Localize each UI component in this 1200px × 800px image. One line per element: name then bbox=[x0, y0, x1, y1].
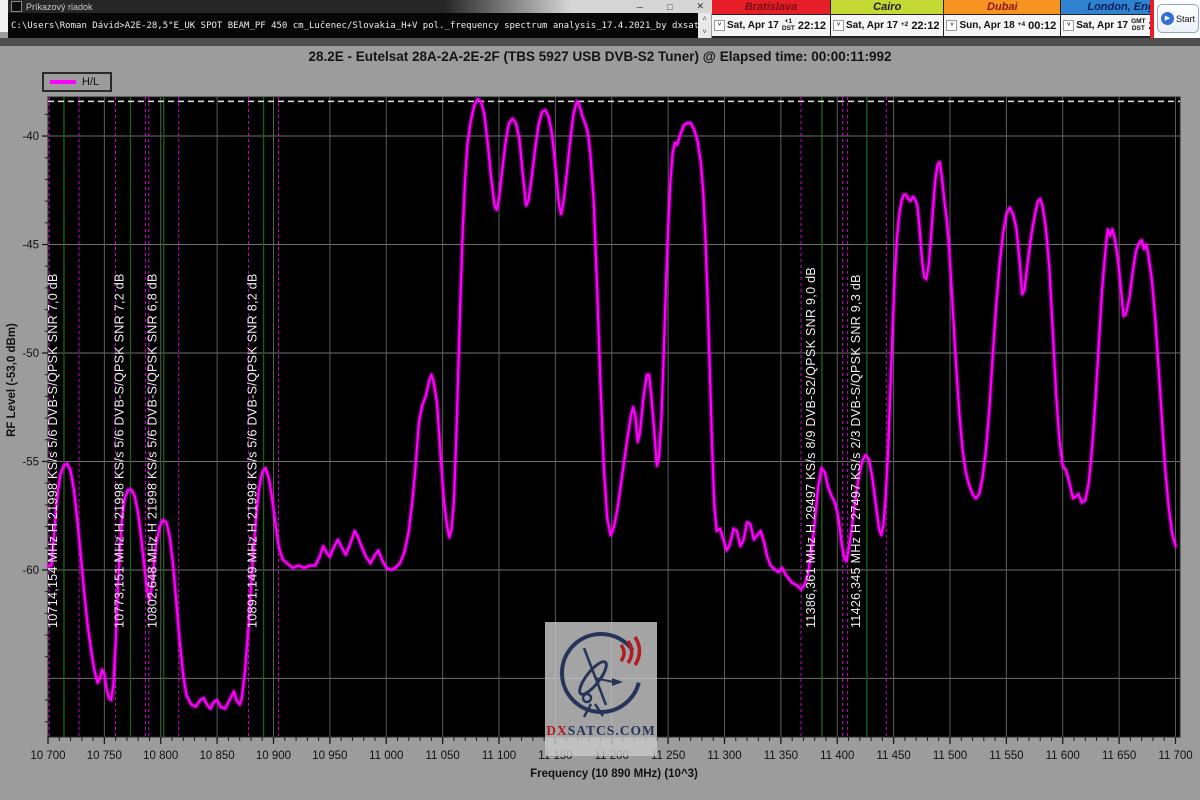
x-tick-label: 11 400 bbox=[820, 750, 854, 762]
watermark-text: DXSATCS.COM bbox=[545, 723, 657, 739]
maximize-icon[interactable]: □ bbox=[667, 1, 673, 12]
world-clocks: Bratislava ˅ Sat, Apr 17 +1 DST 22:12 Cai… bbox=[712, 0, 1181, 38]
x-tick-label: 10 850 bbox=[200, 750, 235, 762]
x-tick-label: 11 550 bbox=[989, 750, 1023, 762]
x-tick-label: 10 800 bbox=[143, 750, 178, 762]
y-tick-label: -50 bbox=[22, 348, 39, 360]
x-tick-label: 11 100 bbox=[482, 750, 516, 762]
y-tick-label: -55 bbox=[22, 456, 39, 468]
chevron-down-icon[interactable]: ˅ bbox=[714, 20, 725, 31]
transponder-label: 10714,154 MHz H 21998 KS/s 5/6 DVB-S/QPS… bbox=[46, 273, 60, 628]
legend: H/L bbox=[42, 72, 112, 92]
watermark-rest: SATCS.COM bbox=[567, 723, 656, 738]
x-tick-label: 10 700 bbox=[30, 750, 65, 762]
panel-divider bbox=[1150, 0, 1154, 38]
x-tick-label: 10 900 bbox=[256, 750, 291, 762]
chart-title: 28.2E - Eutelsat 28A-2A-2E-2F (TBS 5927 … bbox=[308, 49, 892, 64]
x-tick-label: 10 750 bbox=[87, 750, 122, 762]
trace-line bbox=[46, 98, 1177, 710]
x-tick-label: 11 500 bbox=[933, 750, 967, 762]
spectrum-trace bbox=[45, 96, 1178, 712]
x-tick-label: 11 600 bbox=[1046, 750, 1080, 762]
window-separator-band bbox=[0, 38, 1200, 46]
clock-date: Sat, Apr 17 bbox=[1076, 20, 1129, 31]
clock-utc-offset: +2 bbox=[900, 21, 909, 29]
transponder-labels: 10714,154 MHz H 21998 KS/s 5/6 DVB-S/QPS… bbox=[46, 267, 863, 628]
y-tick-label: -60 bbox=[22, 565, 39, 577]
transponder-label: 10773,151 MHz H 21998 KS/s 5/6 DVB-S/QPS… bbox=[112, 273, 126, 628]
console-output[interactable]: C:\Users\Roman Dávid>A2E-28,5°E_UK SPOT … bbox=[8, 13, 732, 40]
dxsatcs-watermark: DXSATCS.COM bbox=[545, 622, 657, 756]
transponder-label: 11426,345 MHz H 27497 KS/s 2/3 DVB-S/QPS… bbox=[849, 274, 863, 628]
x-axis-title: Frequency (10 890 MHz) (10^3) bbox=[530, 768, 698, 780]
x-tick-label: 11 350 bbox=[764, 750, 798, 762]
transponder-label: 10802,648 MHz H 21998 KS/s 5/6 DVB-S/QPS… bbox=[146, 273, 160, 628]
chevron-down-icon[interactable]: ˅ bbox=[833, 20, 845, 31]
clock-time: 22:12 bbox=[797, 19, 827, 32]
x-tick-label: 11 050 bbox=[425, 750, 459, 762]
legend-label: H/L bbox=[82, 76, 100, 88]
clock-city-label: Bratislava bbox=[712, 0, 831, 15]
x-tick-label: 11 450 bbox=[876, 750, 910, 762]
clock-date: Sun, Apr 18 bbox=[959, 20, 1015, 31]
scroll-up-icon[interactable]: ˄ bbox=[702, 16, 707, 23]
x-tick-label: 11 700 bbox=[1158, 750, 1192, 762]
chevron-down-icon[interactable]: ˅ bbox=[1063, 20, 1075, 31]
watermark-dx: DX bbox=[546, 723, 568, 738]
clock-dst-flag: DST bbox=[1131, 24, 1145, 32]
clock-cairo: Cairo ˅ Sat, Apr 17 +2 22:12 bbox=[831, 0, 945, 38]
y-tick-label: -40 bbox=[22, 131, 39, 143]
clock-time: 00:12 bbox=[1028, 19, 1057, 32]
minimize-icon[interactable]: ─ bbox=[636, 1, 644, 12]
cmd-window-title: Príkazový riadok bbox=[26, 1, 93, 12]
background-window-edge bbox=[0, 0, 8, 32]
x-tick-label: 11 300 bbox=[707, 750, 741, 762]
console-icon bbox=[11, 1, 22, 12]
clock-utc-offset: +1 bbox=[784, 18, 793, 25]
clock-dubai: Dubai ˅ Sun, Apr 18 +4 00:12 bbox=[944, 0, 1062, 38]
clock-date: Sat, Apr 17 bbox=[727, 20, 779, 31]
clock-date: Sat, Apr 17 bbox=[846, 20, 898, 31]
clock-dst-flag: DST bbox=[781, 24, 795, 32]
x-tick-label: 11 650 bbox=[1102, 750, 1136, 762]
start-button-label: Start bbox=[1175, 13, 1195, 24]
console-command-text: C:\Users\Roman Dávid>A2E-28,5°E_UK SPOT … bbox=[11, 21, 732, 31]
x-tick-label: 10 950 bbox=[312, 750, 347, 762]
clock-city-label: Dubai bbox=[944, 0, 1061, 15]
x-tick-label: 11 000 bbox=[369, 750, 403, 762]
start-button[interactable]: ▶ Start bbox=[1157, 4, 1199, 33]
clock-utc-offset: GMT bbox=[1131, 18, 1146, 25]
clock-city-label: Cairo bbox=[831, 0, 944, 15]
clock-time: 22:12 bbox=[911, 19, 940, 32]
transponder-markers bbox=[48, 97, 887, 737]
x-tick-label: 11 250 bbox=[651, 750, 685, 762]
cmd-window-titlebar[interactable]: Príkazový riadok ─ □ ✕ bbox=[8, 0, 712, 13]
transponder-label: 10891,149 MHz H 21998 KS/s 5/6 DVB-S/QPS… bbox=[246, 273, 260, 628]
clock-bratislava: Bratislava ˅ Sat, Apr 17 +1 DST 22:12 bbox=[712, 0, 832, 38]
play-icon: ▶ bbox=[1160, 12, 1174, 25]
y-tick-label: -45 bbox=[22, 240, 39, 252]
legend-line-swatch bbox=[50, 80, 76, 84]
satellite-dish-logo-icon bbox=[560, 632, 642, 718]
close-icon[interactable]: ✕ bbox=[696, 1, 704, 11]
transponder-label: 11386,361 MHz H 29497 KS/s 8/9 DVB-S2/QP… bbox=[804, 267, 818, 628]
clock-utc-offset: +4 bbox=[1017, 21, 1026, 29]
scroll-down-icon[interactable]: ˅ bbox=[702, 29, 707, 36]
chevron-down-icon[interactable]: ˅ bbox=[946, 20, 958, 31]
console-scrollbar[interactable]: ˄ ˅ bbox=[698, 13, 711, 40]
